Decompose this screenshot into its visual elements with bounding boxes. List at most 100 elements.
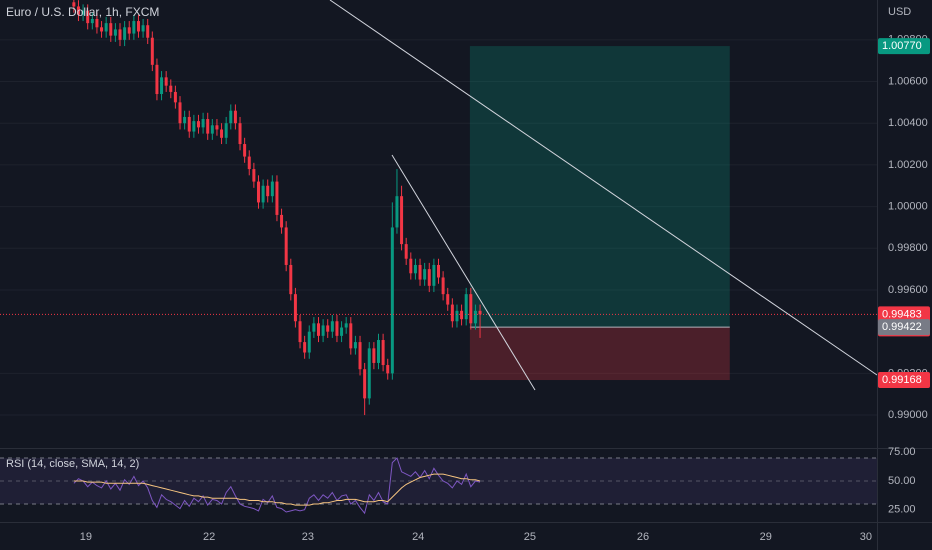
candle-body xyxy=(478,310,482,315)
candle-body xyxy=(367,348,371,399)
candle-body xyxy=(104,23,108,32)
y-tick-label: 1.00600 xyxy=(888,75,928,87)
x-tick-label: 22 xyxy=(203,531,215,543)
candle-body xyxy=(432,264,436,286)
candle-body xyxy=(146,25,150,38)
candle-body xyxy=(455,310,459,322)
trend-line xyxy=(391,154,536,391)
candle-body xyxy=(275,181,279,215)
candle-body xyxy=(307,331,311,353)
x-tick-label: 29 xyxy=(760,531,772,543)
candle-body xyxy=(266,185,270,197)
candle-body xyxy=(460,310,464,320)
candle-body xyxy=(280,214,284,228)
candle-body xyxy=(353,342,357,349)
candle-body xyxy=(303,342,307,353)
candle-body xyxy=(340,327,344,336)
candle-body xyxy=(127,27,131,34)
rsi-sma-line xyxy=(73,473,481,506)
candle-body xyxy=(349,323,353,349)
candle-body xyxy=(386,365,390,374)
rsi-line xyxy=(73,457,481,515)
candle-body xyxy=(270,181,274,197)
candle-body xyxy=(298,321,302,343)
candle-body xyxy=(469,294,473,324)
candle-body xyxy=(312,323,316,332)
candle-body xyxy=(400,196,404,245)
rsi-tick-label: 75.00 xyxy=(888,446,916,458)
candle-body xyxy=(196,121,200,128)
candle-body xyxy=(187,116,191,132)
candle-body xyxy=(173,91,177,103)
candle-body xyxy=(326,325,330,332)
stop-tag xyxy=(878,372,930,389)
candle-body xyxy=(201,119,205,128)
candle-body xyxy=(224,123,228,138)
x-tick-label: 30 xyxy=(860,531,872,543)
candle-body xyxy=(150,37,154,65)
y-tick-label: 0.99000 xyxy=(888,409,928,421)
candle-body xyxy=(427,269,431,286)
candle-body xyxy=(220,129,224,138)
candle-body xyxy=(321,325,325,336)
trend-line xyxy=(329,0,878,376)
candle-body xyxy=(215,125,219,130)
candle-body xyxy=(95,18,99,28)
rsi-tick-label: 50.00 xyxy=(888,475,916,487)
candle-body xyxy=(450,304,454,322)
y-tick-label: 1.00400 xyxy=(888,117,928,129)
candle-body xyxy=(90,18,94,24)
target-tag xyxy=(878,38,930,55)
candle-body xyxy=(395,196,399,228)
candle-body xyxy=(100,27,104,32)
entry-tag-label: 0.99422 xyxy=(882,321,922,333)
candle-body xyxy=(247,156,251,170)
candle-body xyxy=(473,310,477,324)
candle-body xyxy=(132,21,136,34)
candle-body xyxy=(76,6,80,15)
candle-body xyxy=(358,342,362,370)
chart-title: Euro / U.S. Dollar, 1h, FXCM xyxy=(6,5,159,19)
candle-body xyxy=(141,25,145,32)
stop-tag-label: 0.99168 xyxy=(882,374,922,386)
y-tick-label: 1.00000 xyxy=(888,200,928,212)
candle-body xyxy=(381,340,385,366)
candle-body xyxy=(316,323,320,336)
x-tick-label: 26 xyxy=(637,531,649,543)
candle-body xyxy=(437,264,440,278)
rsi-tick-label: 25.00 xyxy=(888,504,916,516)
profit-zone xyxy=(469,46,730,328)
candle-body xyxy=(164,77,168,86)
candle-body xyxy=(441,277,445,295)
y-axis-label: USD xyxy=(888,6,911,18)
y-tick-label: 0.99800 xyxy=(888,242,928,254)
candle-body xyxy=(252,169,256,182)
candle-body xyxy=(390,227,394,374)
candle-body xyxy=(330,321,334,332)
candle-body xyxy=(113,29,117,36)
y-tick-label: 0.99600 xyxy=(888,284,928,296)
candle-body xyxy=(183,116,187,124)
candle-body xyxy=(72,2,76,7)
candle-body xyxy=(423,269,427,280)
candle-body xyxy=(229,110,233,124)
candle-body xyxy=(335,321,339,336)
candle-body xyxy=(409,258,413,274)
candle-body xyxy=(210,125,214,134)
candle-body xyxy=(404,244,408,259)
candle-body xyxy=(169,85,173,92)
x-tick-label: 19 xyxy=(80,531,92,543)
rsi-title: RSI (14, close, SMA, 14, 2) xyxy=(6,458,139,470)
price-pane xyxy=(0,0,877,416)
candle-body xyxy=(109,23,113,36)
candle-body xyxy=(243,144,247,157)
candle-body xyxy=(418,264,422,280)
candle-body xyxy=(81,10,85,15)
candle-body xyxy=(155,64,159,95)
y-tick-label: 1.00200 xyxy=(888,159,928,171)
rsi-pane xyxy=(0,457,877,515)
x-tick-label: 25 xyxy=(524,531,536,543)
